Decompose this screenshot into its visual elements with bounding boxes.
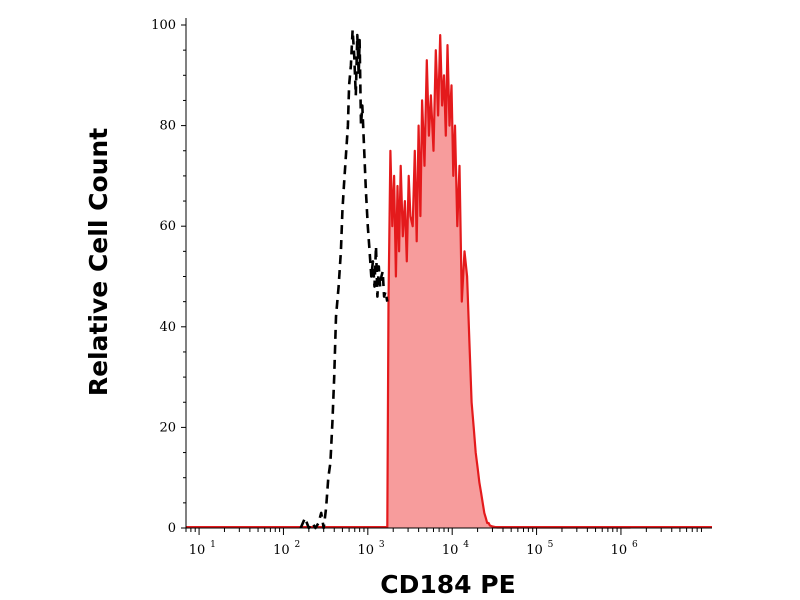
x-tick-label: 10 <box>358 543 375 558</box>
series-line-dashed <box>299 28 389 530</box>
series-layer <box>186 28 712 530</box>
x-tick-exponent: 3 <box>379 540 385 550</box>
x-tick-label: 10 <box>611 543 628 558</box>
y-axis-title: Relative Cell Count <box>84 128 113 396</box>
y-tick-label: 100 <box>151 18 176 33</box>
x-axis-title: CD184 PE <box>380 570 515 599</box>
x-tick-label: 10 <box>273 543 290 558</box>
series-line-solid <box>386 34 631 529</box>
x-tick-exponent: 5 <box>548 540 554 550</box>
y-tick-label: 80 <box>159 119 176 134</box>
x-tick-exponent: 1 <box>210 540 216 550</box>
axes-layer <box>185 18 712 529</box>
x-tick-exponent: 4 <box>463 540 469 550</box>
x-tick-label: 10 <box>526 543 543 558</box>
y-tick-label: 20 <box>159 420 176 435</box>
series-fill-area <box>387 35 631 528</box>
x-tick-exponent: 6 <box>632 540 638 550</box>
y-tick-label: 60 <box>159 219 176 234</box>
x-tick-exponent: 2 <box>294 540 300 550</box>
ticks-layer: 0 20 40 60 80 100 10 1 10 2 10 3 10 4 10 5 10 6 <box>151 18 702 558</box>
y-tick-label: 40 <box>159 320 176 335</box>
x-tick-label: 10 <box>442 543 459 558</box>
y-tick-label: 0 <box>168 521 176 536</box>
x-tick-label: 10 <box>189 543 206 558</box>
